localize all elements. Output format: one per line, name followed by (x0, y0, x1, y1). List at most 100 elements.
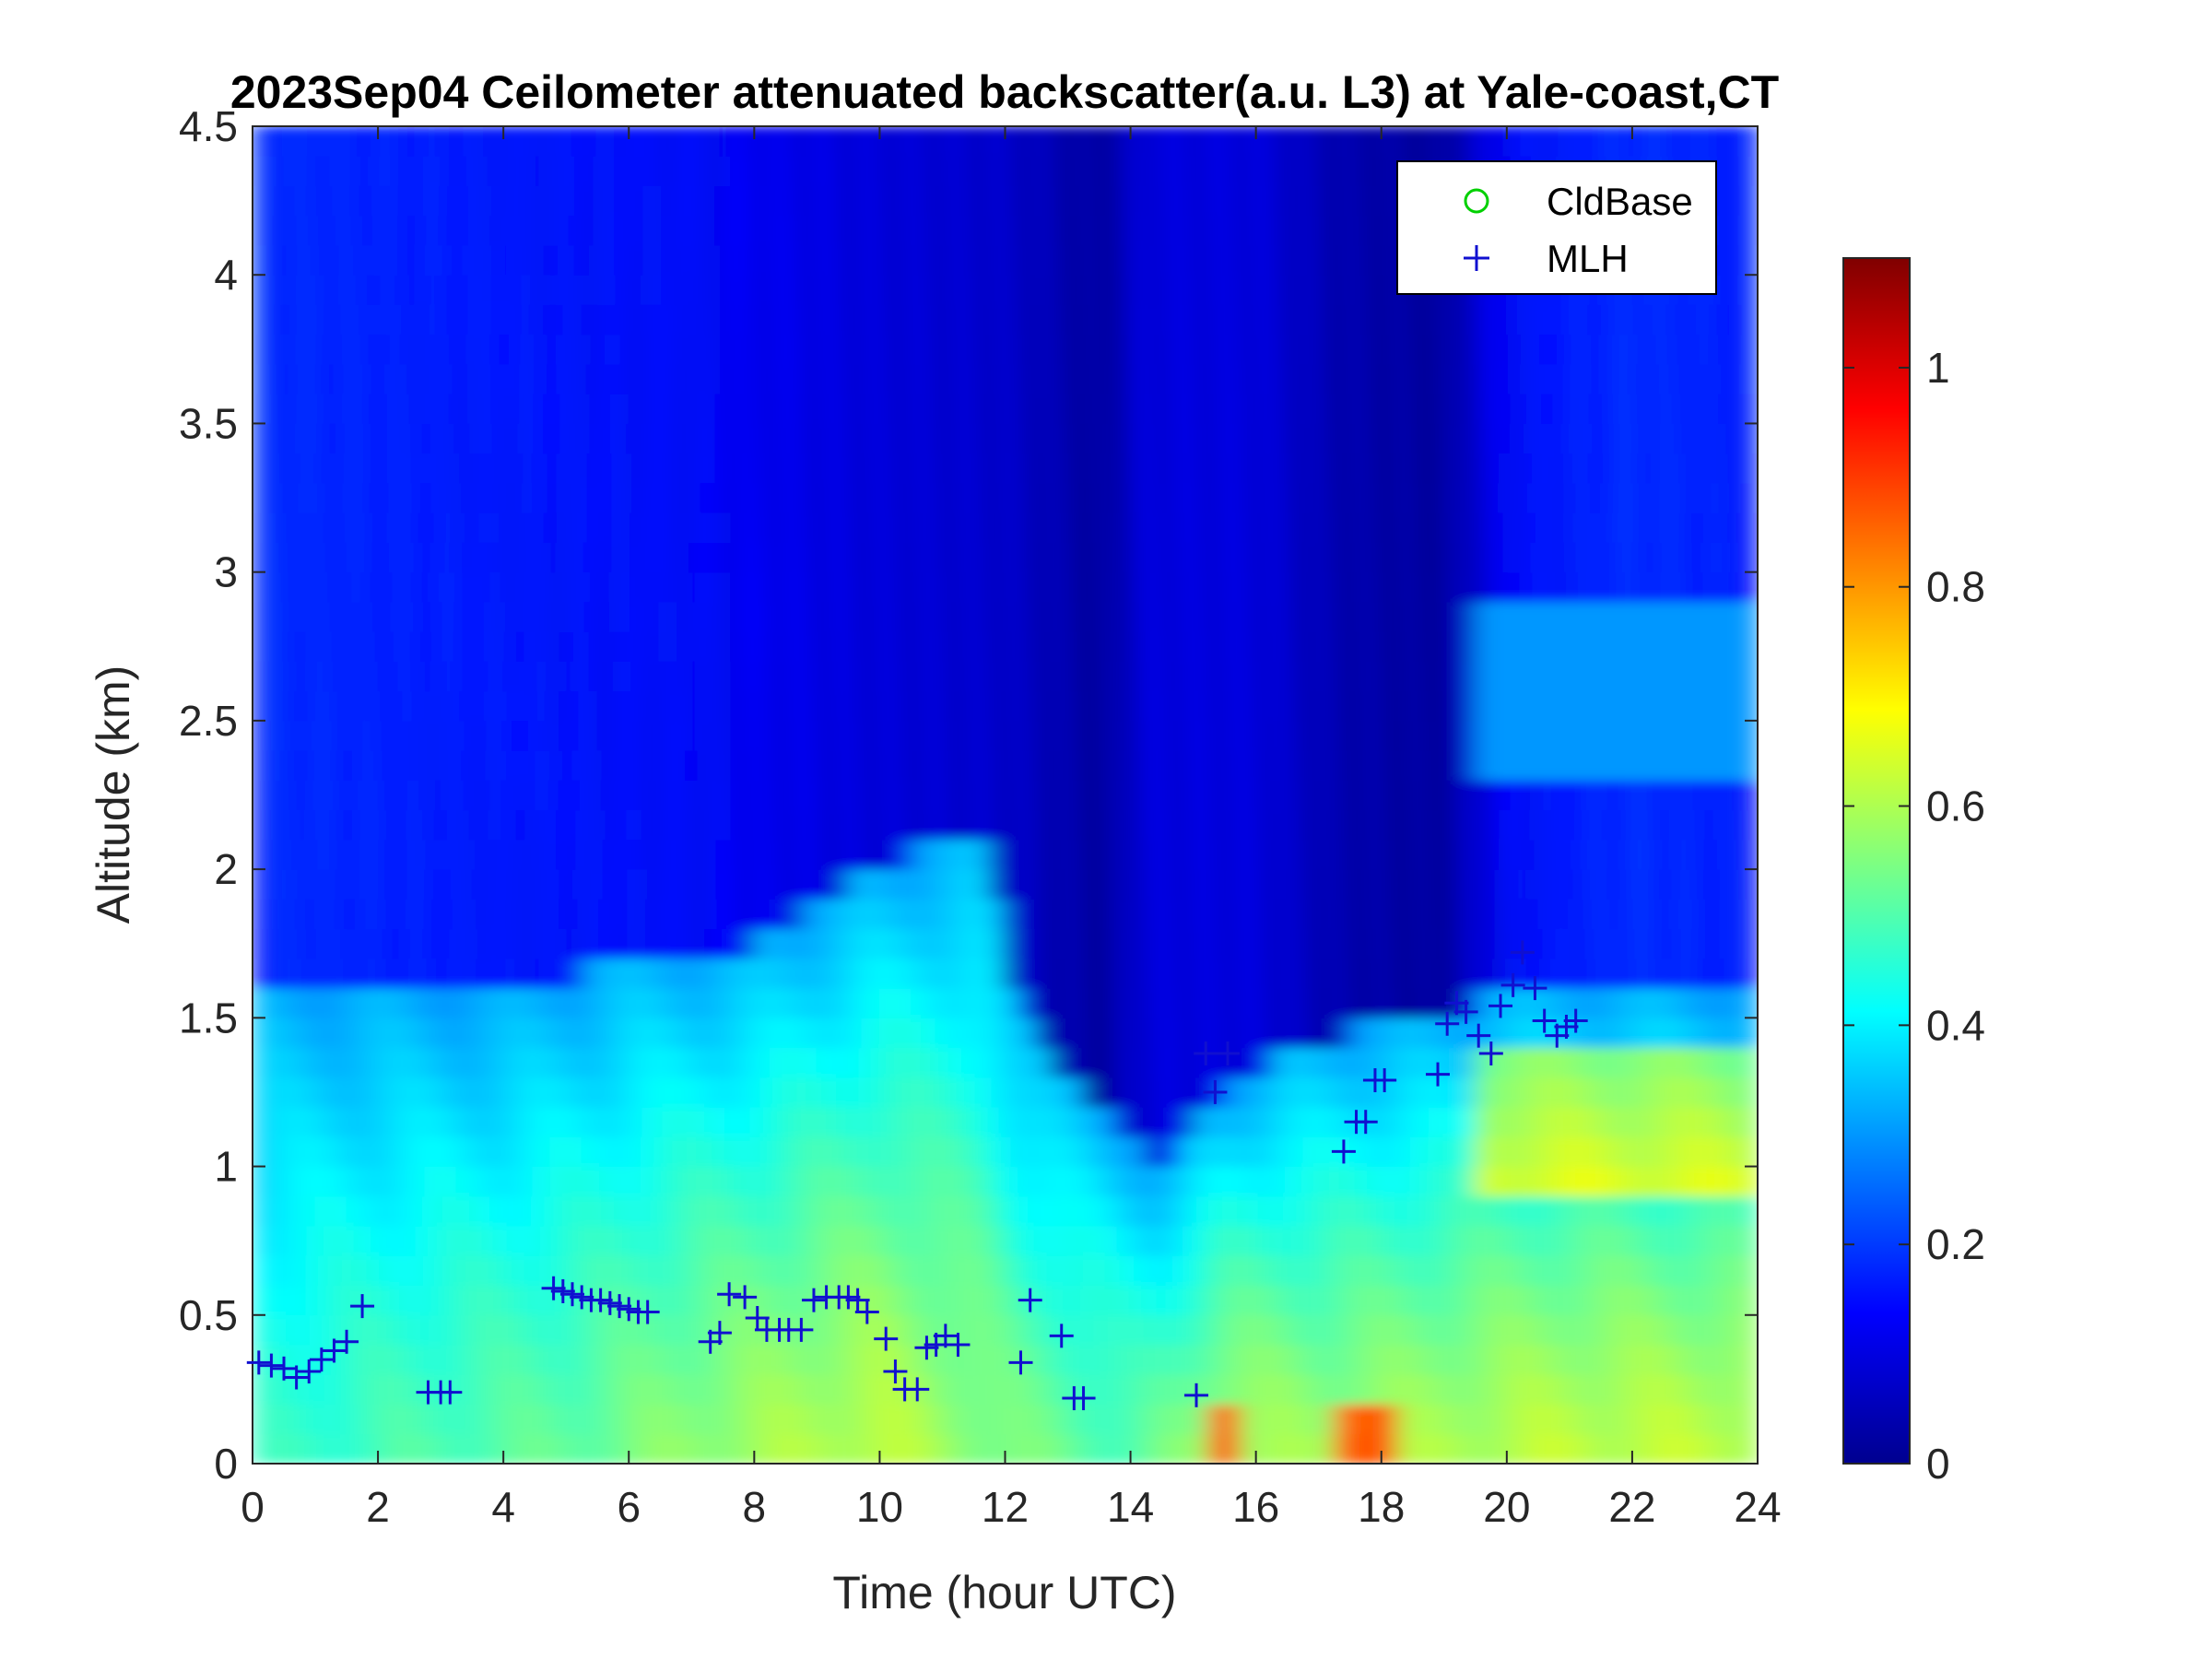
heatmap-cell (1271, 482, 1288, 513)
heatmap-cell (1130, 363, 1147, 394)
heatmap-cell (1067, 482, 1085, 513)
heatmap-cell (1334, 779, 1351, 811)
heatmap-cell (769, 809, 786, 841)
heatmap-cell (1663, 720, 1680, 751)
heatmap-cell (1522, 393, 1539, 424)
heatmap-cell (1224, 1433, 1241, 1464)
heatmap-cell (816, 839, 833, 870)
heatmap-cell (784, 690, 802, 722)
heatmap-cell (253, 215, 269, 246)
heatmap-cell (1224, 1077, 1241, 1108)
heatmap-cell (361, 1314, 379, 1346)
heatmap-cell (408, 1047, 426, 1078)
heatmap-cell (941, 363, 959, 394)
heatmap-cell (847, 126, 865, 157)
heatmap-cell (267, 1433, 285, 1464)
heatmap-cell (471, 1433, 488, 1464)
heatmap-cell (878, 1047, 896, 1078)
heatmap-cell (393, 393, 410, 424)
heatmap-cell (361, 1166, 379, 1197)
heatmap-cell (534, 155, 551, 186)
heatmap-cell (1443, 1195, 1461, 1227)
heatmap-cell (659, 1373, 677, 1406)
heatmap-cell (502, 1344, 520, 1375)
heatmap-cell (299, 1344, 316, 1375)
heatmap-cell (1631, 1254, 1649, 1287)
heatmap-cell (690, 422, 708, 454)
mlh-point (1453, 999, 1478, 1024)
heatmap-cell (1287, 1166, 1304, 1197)
heatmap-cell (1193, 126, 1210, 157)
heatmap-cell (1490, 453, 1508, 484)
heatmap-cell (690, 1433, 708, 1464)
heatmap-cell (1161, 898, 1179, 930)
heatmap-cell (346, 690, 363, 722)
heatmap-cell (424, 809, 441, 841)
heatmap-cell (643, 393, 661, 424)
heatmap-cell (643, 779, 661, 811)
heatmap-cell (502, 1166, 520, 1197)
heatmap-cell (253, 1106, 269, 1137)
heatmap-cell (408, 453, 426, 484)
heatmap-cell (1067, 1314, 1085, 1346)
heatmap-cell (1647, 1404, 1665, 1435)
heatmap-cell (1506, 601, 1524, 632)
heatmap-cell (1130, 1404, 1147, 1435)
heatmap-cell (722, 1344, 739, 1375)
heatmap-cell (455, 274, 473, 305)
heatmap-cell (722, 244, 739, 276)
heatmap-cell (628, 690, 645, 722)
heatmap-cell (1224, 571, 1241, 603)
heatmap-cell (1459, 720, 1477, 751)
heatmap-cell (659, 660, 677, 692)
heatmap-cell (1146, 720, 1163, 751)
heatmap-cell (267, 660, 285, 692)
heatmap-cell (1020, 809, 1038, 841)
heatmap-cell (361, 660, 379, 692)
heatmap-cell (1663, 601, 1680, 632)
heatmap-cell (1005, 1344, 1022, 1375)
heatmap-cell (502, 334, 520, 365)
heatmap-cell (1522, 1433, 1539, 1464)
heatmap-cell (1224, 987, 1241, 1018)
heatmap-cell (1428, 749, 1445, 781)
heatmap-cell (784, 155, 802, 186)
heatmap-cell (1396, 720, 1414, 751)
heatmap-cell (1067, 215, 1085, 246)
heatmap-cell (346, 1077, 363, 1108)
legend-label-cldbase: CldBase (1547, 180, 1693, 223)
heatmap-cell (1459, 363, 1477, 394)
heatmap-cell (1083, 749, 1100, 781)
heatmap-cell (1036, 1314, 1053, 1346)
heatmap-cell (737, 749, 755, 781)
heatmap-cell (424, 720, 441, 751)
heatmap-cell (1067, 779, 1085, 811)
heatmap-cell (831, 1077, 849, 1108)
heatmap-cell (346, 1225, 363, 1256)
heatmap-cell (863, 987, 880, 1018)
heatmap-cell (518, 660, 535, 692)
heatmap-cell (361, 393, 379, 424)
heatmap-cell (1208, 928, 1226, 959)
heatmap-cell (675, 1017, 692, 1049)
heatmap-cell (1287, 453, 1304, 484)
heatmap-cell (1631, 809, 1649, 841)
heatmap-cell (377, 1314, 394, 1346)
heatmap-cell (1631, 1404, 1649, 1435)
heatmap-cell (1052, 155, 1069, 186)
heatmap-cell (706, 809, 724, 841)
colorbar-gradient (1842, 257, 1911, 1465)
heatmap-cell (1663, 541, 1680, 573)
heatmap-cell (471, 1135, 488, 1168)
heatmap-cell (596, 512, 614, 543)
heatmap-cell (737, 1373, 755, 1406)
heatmap-cell (1412, 303, 1430, 335)
heatmap-cell (1020, 1135, 1038, 1168)
heatmap-cell (988, 1373, 1006, 1406)
heatmap-cell (972, 809, 990, 841)
heatmap-cell (1005, 571, 1022, 603)
heatmap-cell (314, 1404, 332, 1435)
heatmap-cell (1381, 274, 1398, 305)
heatmap-cell (988, 363, 1006, 394)
heatmap-cell (487, 898, 504, 930)
